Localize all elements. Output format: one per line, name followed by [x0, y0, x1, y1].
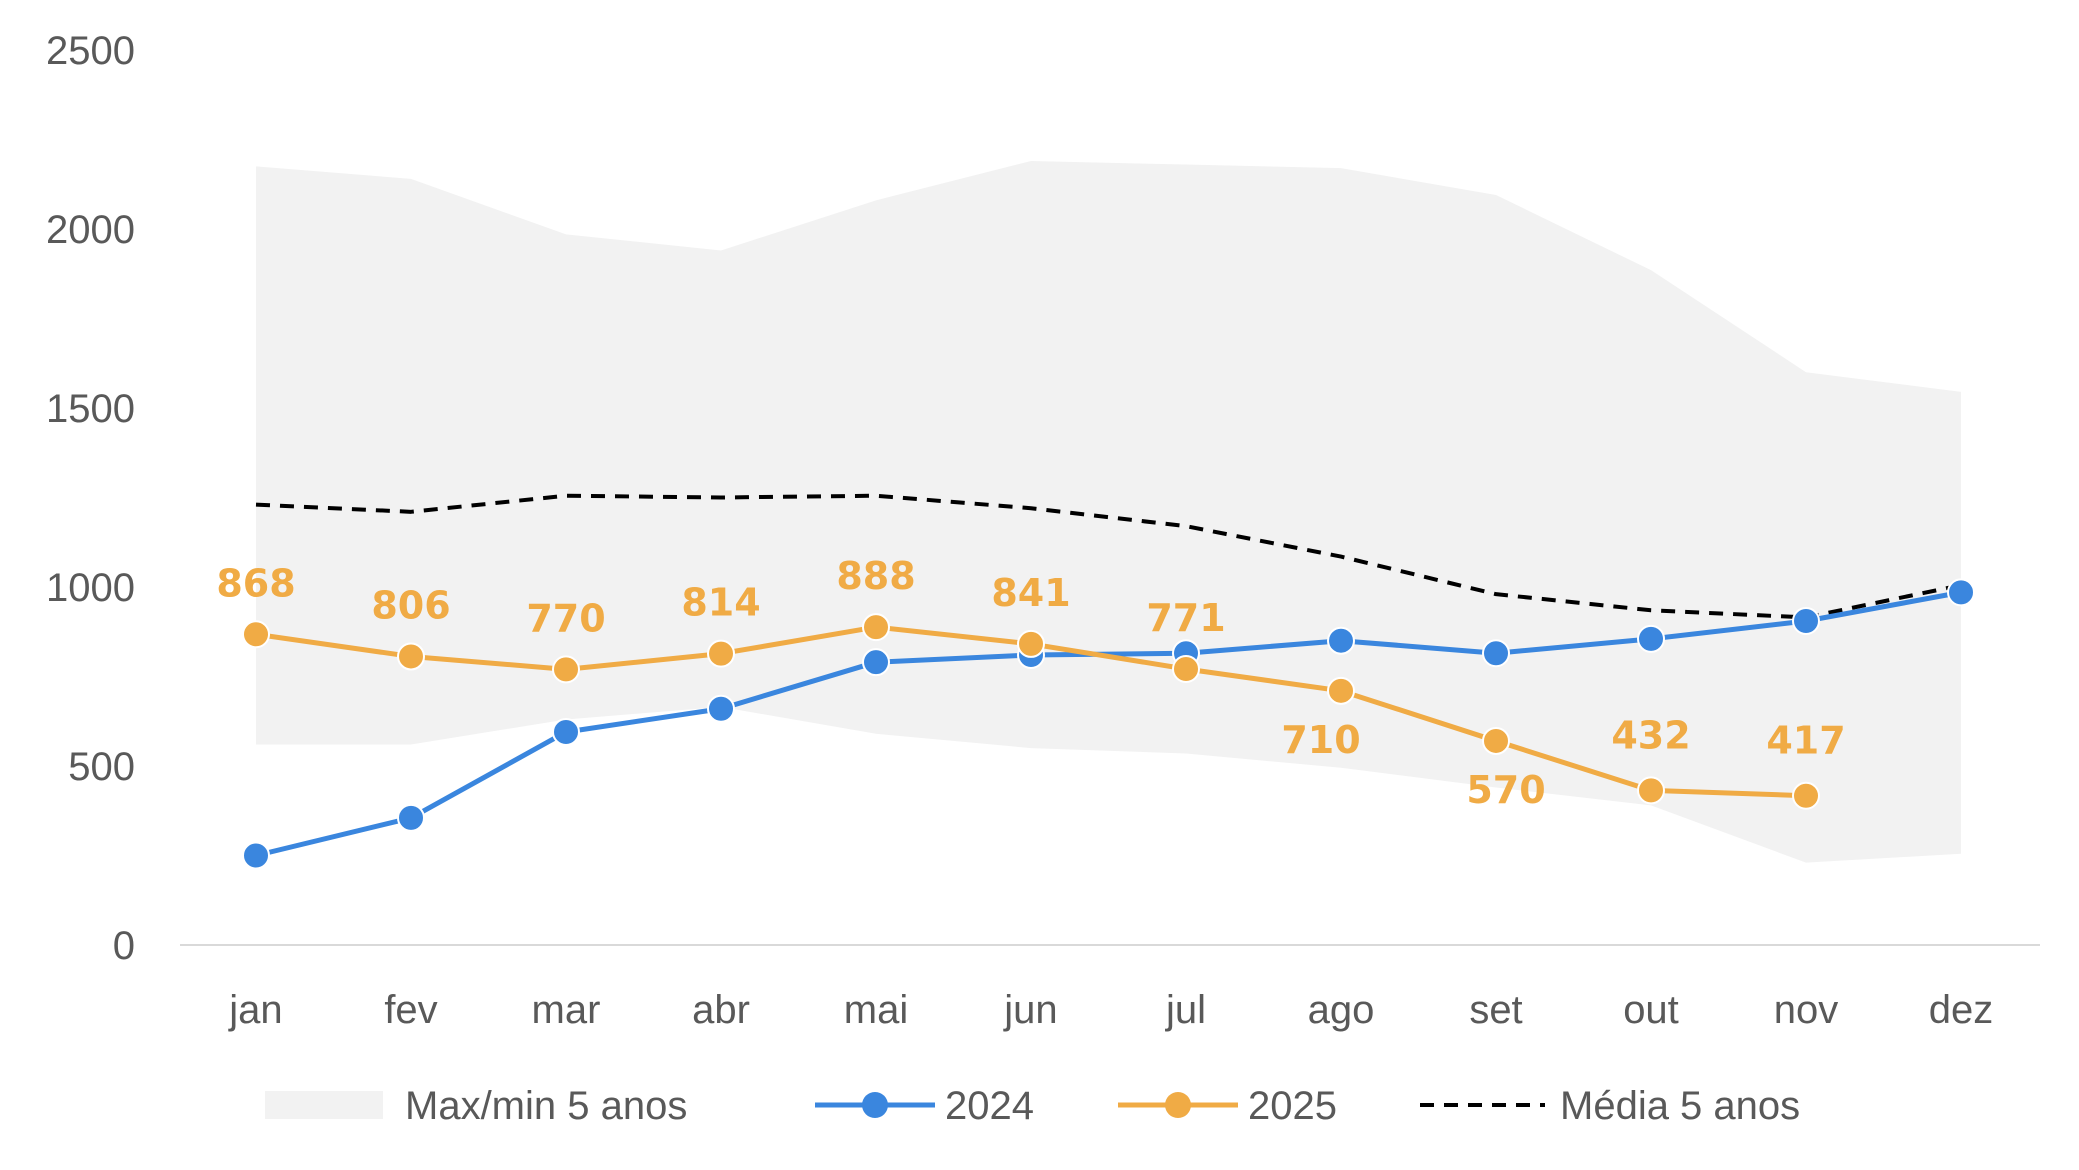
x-tick-label: jun — [1003, 988, 1057, 1032]
data-label-2025: 770 — [526, 596, 605, 640]
point-2024 — [1637, 624, 1665, 653]
y-axis: 0 500 1000 1500 2000 2500 — [46, 29, 135, 968]
point-2024 — [552, 717, 580, 746]
y-tick-label: 500 — [68, 745, 135, 789]
x-tick-label: ago — [1308, 988, 1375, 1032]
legend-label-band: Max/min 5 anos — [405, 1084, 687, 1128]
legend: Max/min 5 anos 2024 2025 Média 5 anos — [265, 1084, 1800, 1128]
legend-label-2025: 2025 — [1248, 1084, 1337, 1128]
point-2024 — [1482, 639, 1510, 668]
legend-marker-2025 — [1165, 1092, 1191, 1118]
point-2025 — [552, 655, 580, 684]
point-2024 — [242, 841, 270, 870]
x-tick-label: dez — [1929, 988, 1994, 1032]
point-2025 — [1172, 654, 1200, 683]
y-tick-label: 1500 — [46, 387, 135, 431]
data-label-2025: 888 — [836, 554, 915, 598]
x-tick-label: mai — [844, 988, 908, 1032]
x-tick-label: mar — [532, 988, 601, 1032]
x-tick-label: abr — [692, 988, 750, 1032]
point-2024 — [707, 694, 735, 723]
point-2025 — [397, 642, 425, 671]
y-tick-label: 2000 — [46, 208, 135, 252]
point-2025 — [242, 620, 270, 649]
point-2024 — [1792, 607, 1820, 636]
y-tick-label: 1000 — [46, 566, 135, 610]
x-tick-label: jul — [1165, 988, 1206, 1032]
data-label-2025: 771 — [1146, 596, 1225, 640]
data-label-2025: 710 — [1281, 718, 1360, 762]
legend-marker-2024 — [862, 1092, 888, 1118]
legend-label-2024: 2024 — [945, 1084, 1034, 1128]
point-2025 — [862, 613, 890, 642]
y-tick-label: 0 — [113, 924, 135, 968]
data-label-2025: 570 — [1466, 768, 1545, 812]
point-2025 — [1792, 781, 1820, 810]
data-label-2025: 814 — [681, 581, 760, 625]
data-label-2025: 806 — [371, 583, 450, 627]
x-tick-label: set — [1469, 988, 1522, 1032]
point-2024 — [1947, 578, 1975, 607]
y-tick-label: 2500 — [46, 29, 135, 73]
data-label-2025: 841 — [991, 571, 1070, 615]
point-2025 — [1482, 726, 1510, 755]
x-tick-label: out — [1623, 988, 1679, 1032]
point-2024 — [862, 648, 890, 677]
max-min-band — [256, 160, 1961, 863]
x-axis: jan fev mar abr mai jun jul ago set out nov dez — [228, 988, 1993, 1032]
legend-label-media: Média 5 anos — [1560, 1084, 1800, 1128]
point-2024 — [1327, 626, 1355, 655]
data-label-2025: 432 — [1611, 713, 1690, 757]
band-area — [256, 160, 1961, 863]
data-label-2025: 868 — [216, 561, 295, 605]
series-markers — [242, 578, 1975, 870]
x-tick-label: jan — [228, 988, 282, 1032]
x-tick-label: fev — [384, 988, 437, 1032]
point-2025 — [1637, 776, 1665, 805]
point-2024 — [397, 803, 425, 832]
point-2025 — [1017, 629, 1045, 658]
legend-swatch-band — [265, 1091, 383, 1119]
point-2025 — [707, 639, 735, 668]
data-labels: 868 806 770 814 888 841 771 710 570 432 417 — [216, 554, 1845, 812]
data-label-2025: 417 — [1766, 719, 1845, 763]
x-tick-label: nov — [1774, 988, 1839, 1032]
point-2025 — [1327, 676, 1355, 705]
